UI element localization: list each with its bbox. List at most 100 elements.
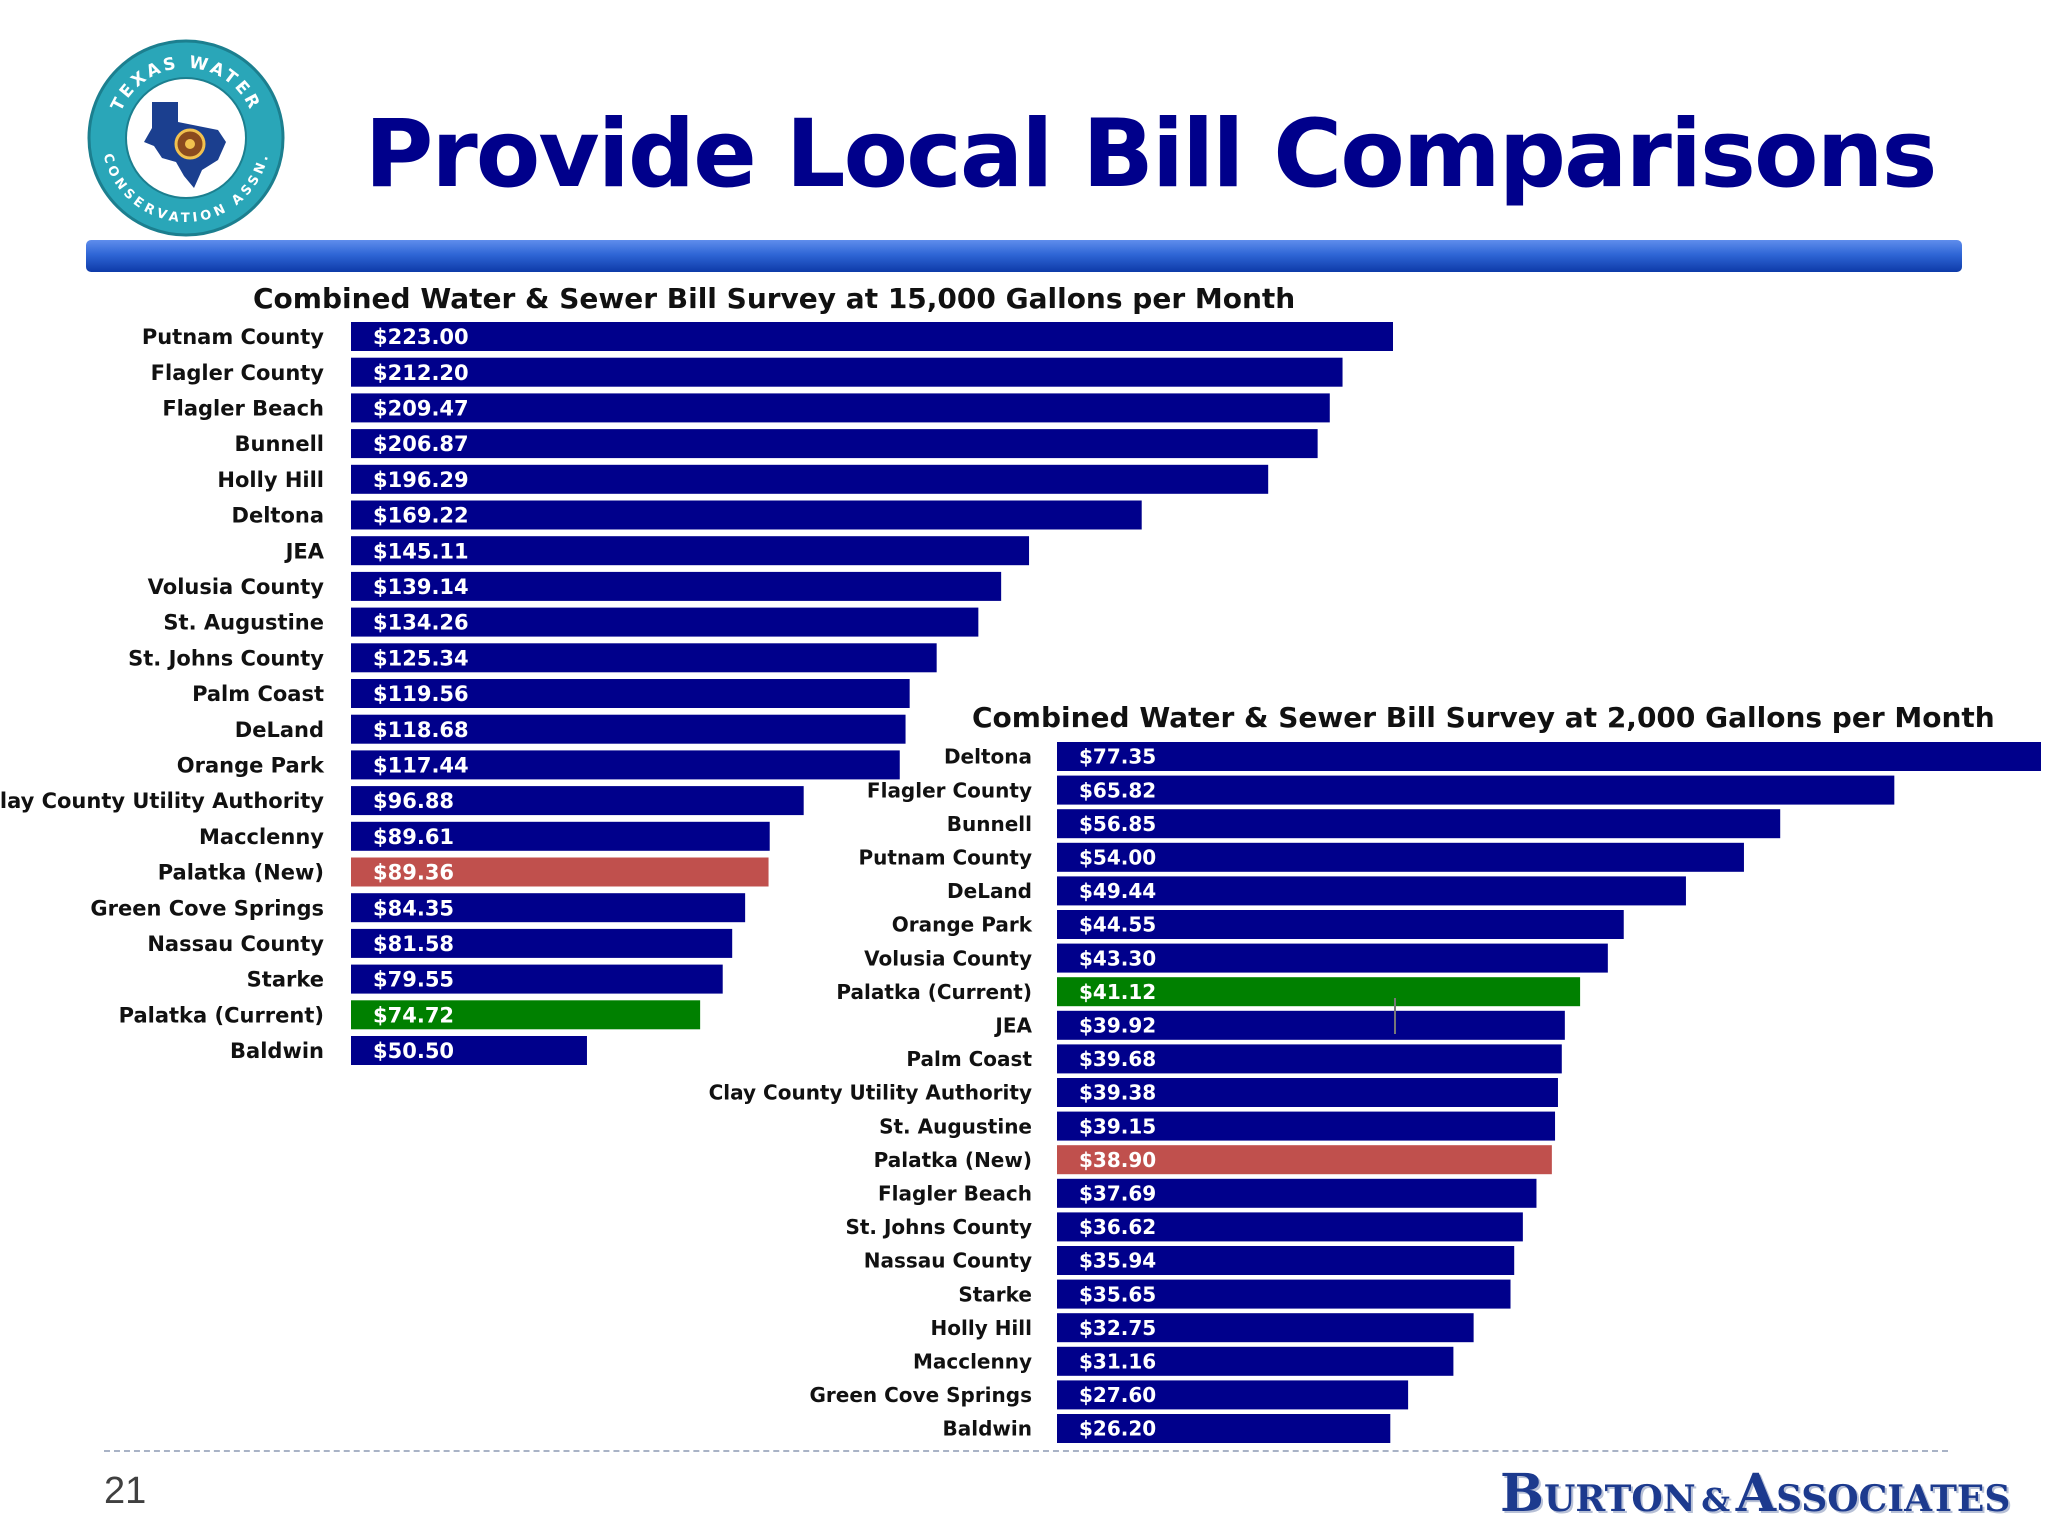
data-label-green-cove-springs: $84.35 <box>373 896 454 920</box>
data-label-putnam-county: $54.00 <box>1079 846 1156 870</box>
category-label-bunnell: Bunnell <box>235 432 325 456</box>
bar-palm-coast <box>351 679 910 708</box>
bar-nassau-county <box>1057 1246 1515 1275</box>
category-label-palatka-new: Palatka (New) <box>874 1148 1032 1172</box>
chart-title-2000: Combined Water & Sewer Bill Survey at 2,… <box>972 701 1995 734</box>
data-label-flagler-county: $65.82 <box>1079 778 1156 802</box>
bar-deland <box>351 714 906 744</box>
category-label-deltona: Deltona <box>232 504 324 528</box>
category-label-baldwin: Baldwin <box>230 1039 324 1063</box>
texas-water-conservation-logo: TEXAS WATER CONSERVATION ASSN. <box>87 39 285 237</box>
category-label-nassau-county: Nassau County <box>147 932 324 956</box>
data-label-st-johns-county: $125.34 <box>373 646 469 670</box>
data-label-baldwin: $50.50 <box>373 1039 454 1063</box>
bar-baldwin <box>351 1036 587 1065</box>
data-label-green-cove-springs: $27.60 <box>1079 1383 1156 1407</box>
category-label-jea: JEA <box>284 539 325 563</box>
bar-flagler-beach <box>351 393 1330 423</box>
bar-palm-coast <box>1057 1044 1562 1074</box>
bar-orange-park <box>1057 910 1624 939</box>
chart-title-15000: Combined Water & Sewer Bill Survey at 15… <box>253 282 1296 315</box>
bar-st-johns-county <box>351 643 937 673</box>
bar-putnam-county <box>1057 842 1744 872</box>
data-label-palatka-new: $89.36 <box>373 861 454 885</box>
data-label-macclenny: $89.61 <box>373 825 454 849</box>
category-label-orange-park: Orange Park <box>892 913 1033 937</box>
data-label-holly-hill: $32.75 <box>1079 1316 1156 1340</box>
bar-flagler-beach <box>1057 1178 1537 1208</box>
bar-st-augustine <box>1057 1111 1556 1141</box>
data-label-jea: $39.92 <box>1079 1014 1156 1038</box>
data-label-st-augustine: $39.15 <box>1079 1114 1156 1138</box>
category-label-deltona: Deltona <box>944 745 1032 769</box>
bar-chart-2000-gallons: Deltona $77.35 Flagler County $65.82 Bunnell… <box>709 742 2041 1443</box>
category-label-deland: DeLand <box>235 718 324 742</box>
bar-green-cove-springs <box>351 893 746 923</box>
bar-bunnell <box>1057 809 1781 839</box>
data-label-nassau-county: $35.94 <box>1079 1249 1156 1273</box>
data-label-deland: $118.68 <box>373 718 469 742</box>
category-label-holly-hill: Holly Hill <box>931 1316 1033 1340</box>
bar-orange-park <box>351 750 900 780</box>
bar-clay-county-utility-authority <box>1057 1078 1558 1107</box>
bar-flagler-county <box>1057 775 1895 805</box>
bar-starke <box>351 964 723 994</box>
category-label-flagler-county: Flagler County <box>151 361 325 385</box>
category-label-palm-coast: Palm Coast <box>192 682 324 706</box>
footer-divider <box>104 1450 1948 1452</box>
bar-palatka-new <box>351 857 769 887</box>
bar-jea <box>351 536 1030 566</box>
category-label-palm-coast: Palm Coast <box>906 1047 1032 1071</box>
data-label-flagler-beach: $209.47 <box>373 396 469 420</box>
bar-baldwin <box>1057 1414 1391 1443</box>
category-label-macclenny: Macclenny <box>913 1350 1032 1374</box>
bar-palatka-current <box>351 1000 701 1030</box>
data-label-bunnell: $56.85 <box>1079 812 1156 836</box>
data-label-holly-hill: $196.29 <box>373 468 469 492</box>
category-label-volusia-county: Volusia County <box>148 575 325 599</box>
bar-nassau-county <box>351 928 733 958</box>
data-label-palm-coast: $39.68 <box>1079 1047 1156 1071</box>
category-label-flagler-beach: Flagler Beach <box>878 1182 1032 1206</box>
slide-title: Provide Local Bill Comparisons <box>364 100 1938 209</box>
category-label-putnam-county: Putnam County <box>859 846 1033 870</box>
category-label-green-cove-springs: Green Cove Springs <box>810 1383 1033 1407</box>
data-label-st-augustine: $134.26 <box>373 611 469 635</box>
category-label-clay-county-utility-authority: Clay County Utility Authority <box>0 789 324 813</box>
bar-green-cove-springs <box>1057 1380 1409 1410</box>
data-label-st-johns-county: $36.62 <box>1079 1215 1156 1239</box>
data-label-deltona: $77.35 <box>1079 745 1156 769</box>
category-label-clay-county-utility-authority: Clay County Utility Authority <box>709 1081 1032 1105</box>
bar-starke <box>1057 1279 1511 1309</box>
data-label-orange-park: $117.44 <box>373 753 469 777</box>
category-label-nassau-county: Nassau County <box>864 1249 1032 1273</box>
data-label-volusia-county: $43.30 <box>1079 946 1156 970</box>
data-label-putnam-county: $223.00 <box>373 325 469 349</box>
category-label-green-cove-springs: Green Cove Springs <box>90 896 324 920</box>
bar-putnam-county <box>351 322 1393 351</box>
category-label-palatka-current: Palatka (Current) <box>119 1003 324 1027</box>
category-label-jea: JEA <box>993 1014 1032 1038</box>
data-label-starke: $35.65 <box>1079 1282 1156 1306</box>
title-underline-bar <box>86 240 1962 272</box>
bar-deltona <box>1057 742 2041 771</box>
bar-holly-hill <box>351 464 1269 494</box>
category-label-starke: Starke <box>958 1282 1032 1306</box>
bar-chart-15000-gallons: Putnam County $223.00 Flagler County $212.2… <box>0 322 1393 1065</box>
category-label-palatka-new: Palatka (New) <box>158 861 324 885</box>
data-label-flagler-county: $212.20 <box>373 361 469 385</box>
data-label-clay-county-utility-authority: $39.38 <box>1079 1081 1156 1105</box>
bar-volusia-county <box>351 571 1002 601</box>
category-label-st-augustine: St. Augustine <box>163 611 324 635</box>
category-label-starke: Starke <box>247 968 324 992</box>
category-label-st-johns-county: St. Johns County <box>845 1215 1032 1239</box>
bar-flagler-county <box>351 357 1343 387</box>
data-label-baldwin: $26.20 <box>1079 1417 1156 1441</box>
data-label-palatka-new: $38.90 <box>1079 1148 1156 1172</box>
bar-clay-county-utility-authority <box>351 786 804 816</box>
category-label-baldwin: Baldwin <box>943 1417 1032 1441</box>
data-label-palatka-current: $41.12 <box>1079 980 1156 1004</box>
data-label-flagler-beach: $37.69 <box>1079 1182 1156 1206</box>
data-label-macclenny: $31.16 <box>1079 1350 1156 1374</box>
data-label-palm-coast: $119.56 <box>373 682 469 706</box>
